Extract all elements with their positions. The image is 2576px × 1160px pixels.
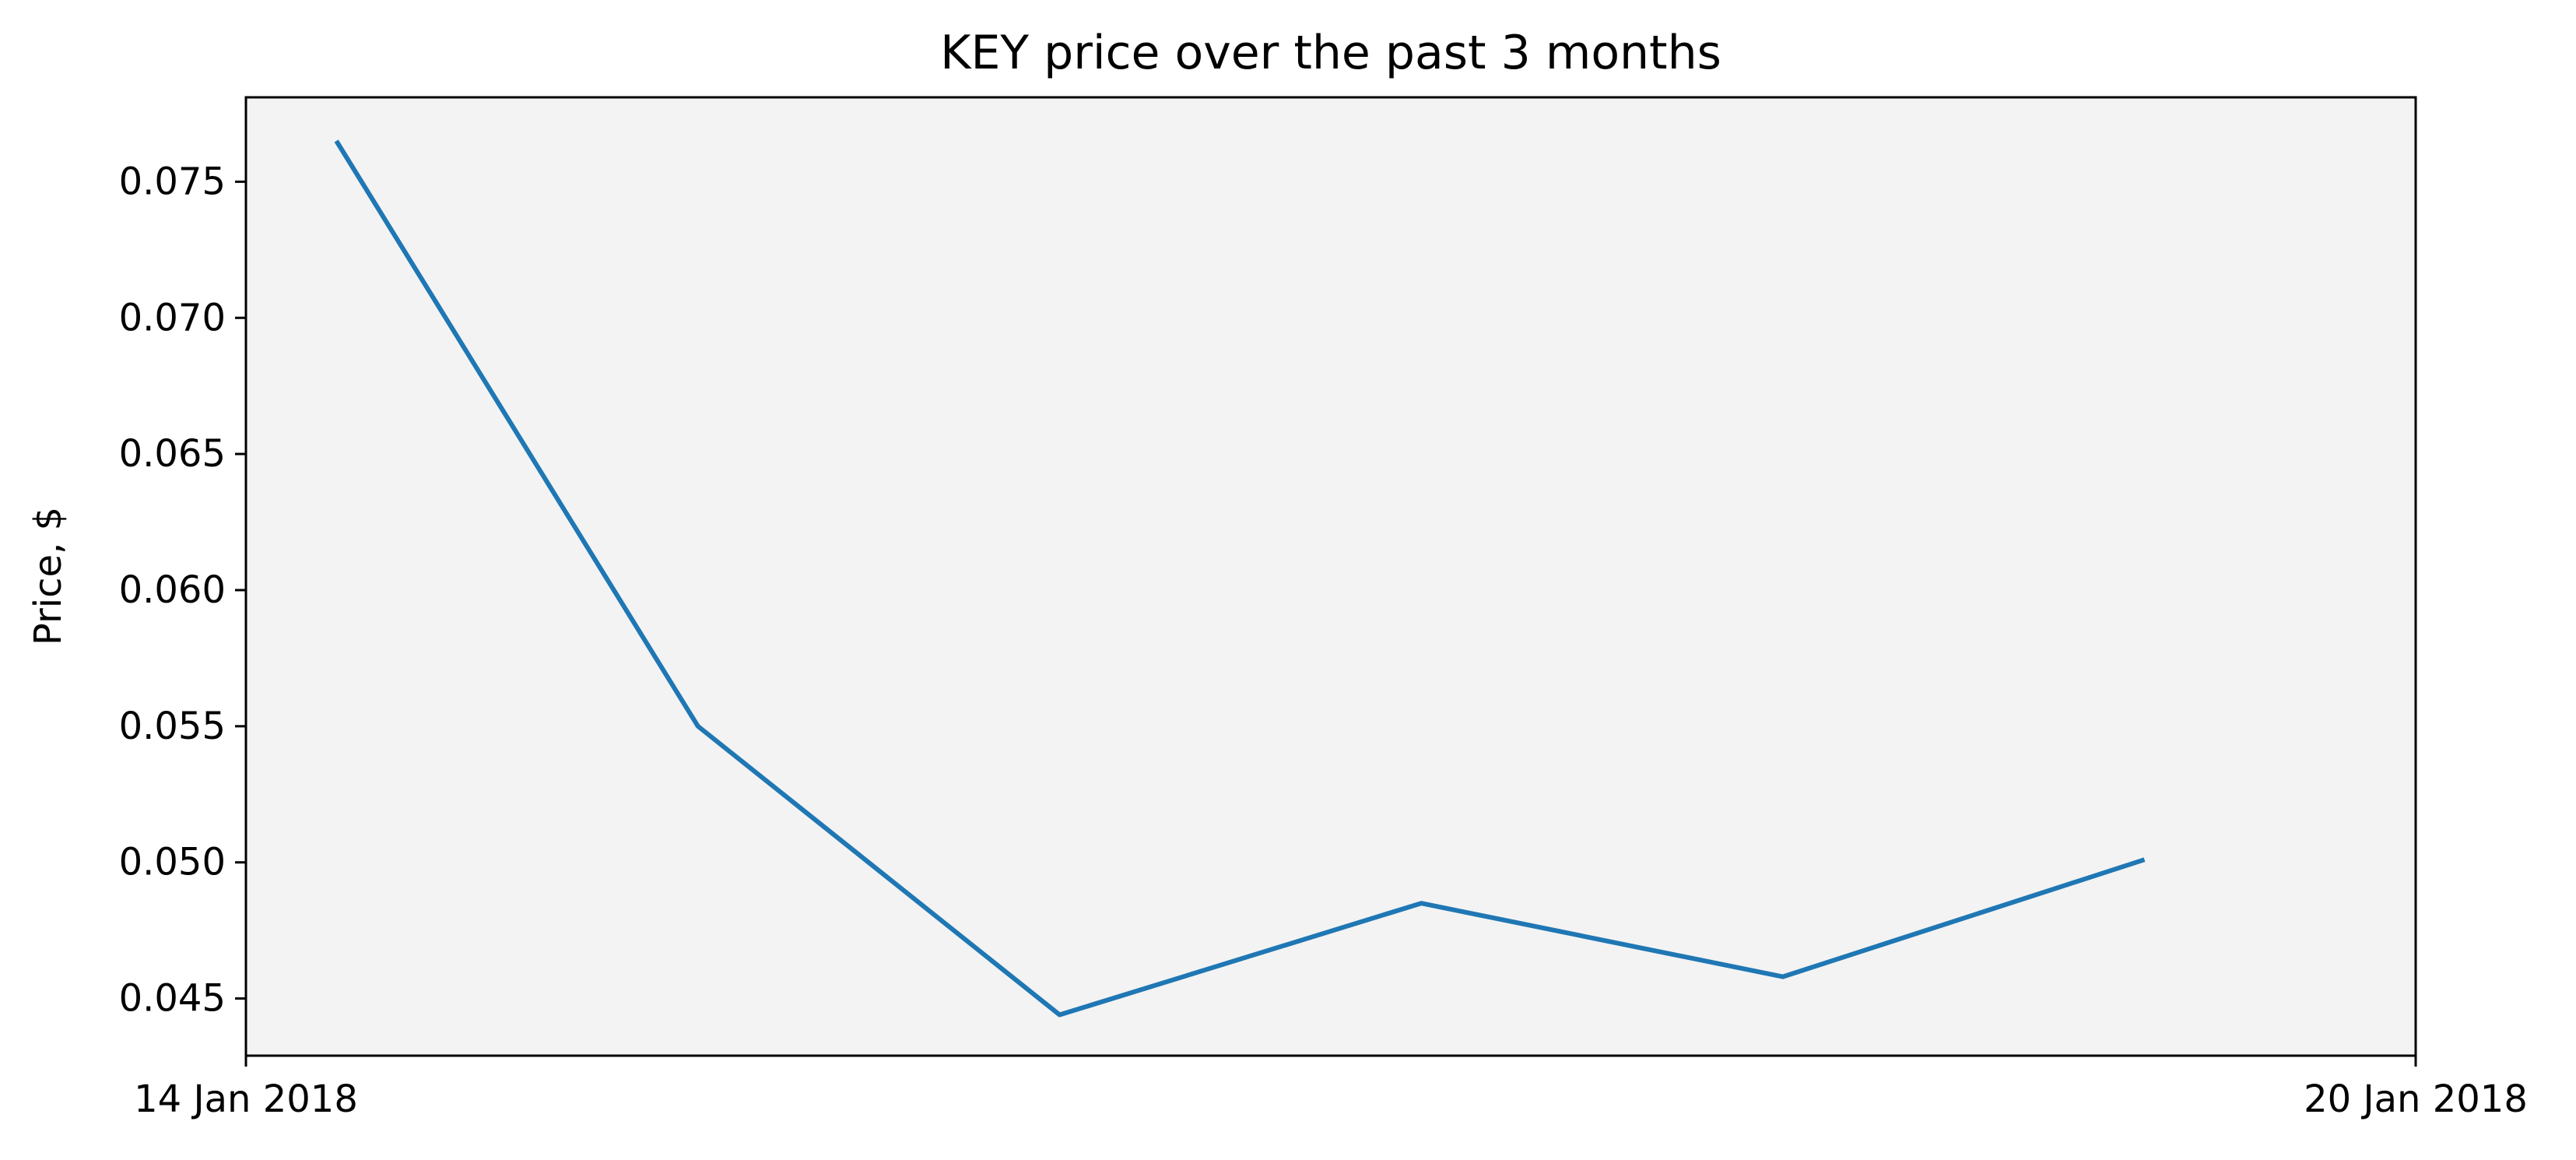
chart-title: KEY price over the past 3 months: [940, 26, 1721, 80]
price-series-line: [334, 139, 2146, 1018]
y-tick-label: 0.070: [119, 296, 226, 339]
y-tick-label: 0.065: [119, 432, 226, 476]
x-tick-label: 14 Jan 2018: [134, 1077, 358, 1121]
x-tick-label: 20 Jan 2018: [2304, 1077, 2528, 1121]
y-tick-label: 0.050: [119, 841, 226, 884]
series-layer: [334, 139, 2146, 1018]
y-tick-label: 0.045: [119, 977, 226, 1021]
plot-area: [244, 96, 2417, 1057]
y-tick-label: 0.060: [119, 568, 226, 612]
y-axis-label: Price, $: [26, 507, 70, 645]
y-tick-label: 0.075: [119, 160, 226, 203]
y-axis: 0.045 0.050 0.055 0.060 0.065 0.070 0.075: [119, 160, 246, 1021]
x-axis: 14 Jan 2018 20 Jan 2018: [134, 1056, 2528, 1121]
y-tick-label: 0.055: [119, 705, 226, 748]
